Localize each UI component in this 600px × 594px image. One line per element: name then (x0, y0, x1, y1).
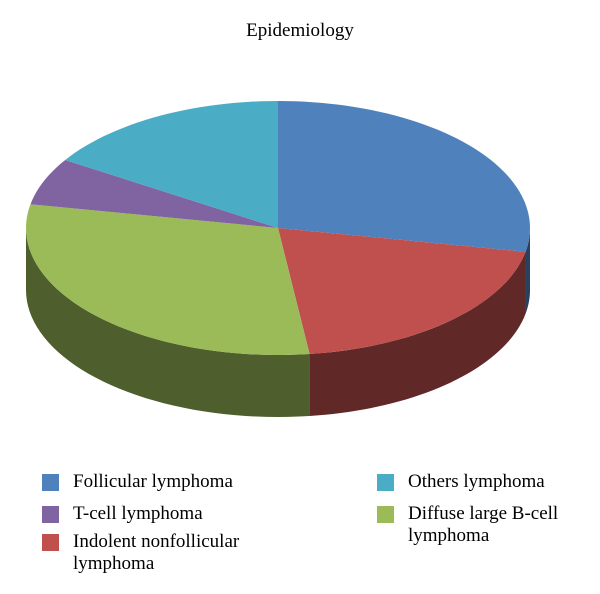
legend-label: Follicular lymphoma (73, 471, 233, 492)
legend-swatch (42, 534, 59, 551)
legend-label: Others lymphoma (408, 471, 545, 492)
legend-swatch (377, 474, 394, 491)
legend-label: Diffuse large B-cell lymphoma (408, 503, 559, 546)
legend-swatch (42, 506, 59, 523)
legend-swatch (42, 474, 59, 491)
chart-title: Epidemiology (246, 20, 354, 41)
pie-side (525, 228, 530, 314)
legend-label: T-cell lymphoma (73, 503, 203, 524)
pie-slice (278, 228, 526, 354)
pie-slice (65, 101, 278, 228)
pie-slice (278, 101, 530, 252)
pie-side (26, 228, 310, 417)
pie-slice (26, 204, 310, 355)
pie-slice (30, 159, 279, 228)
pie-side (309, 251, 526, 416)
legend-swatch (377, 506, 394, 523)
legend-label: Indolent nonfollicular lymphoma (73, 531, 240, 574)
